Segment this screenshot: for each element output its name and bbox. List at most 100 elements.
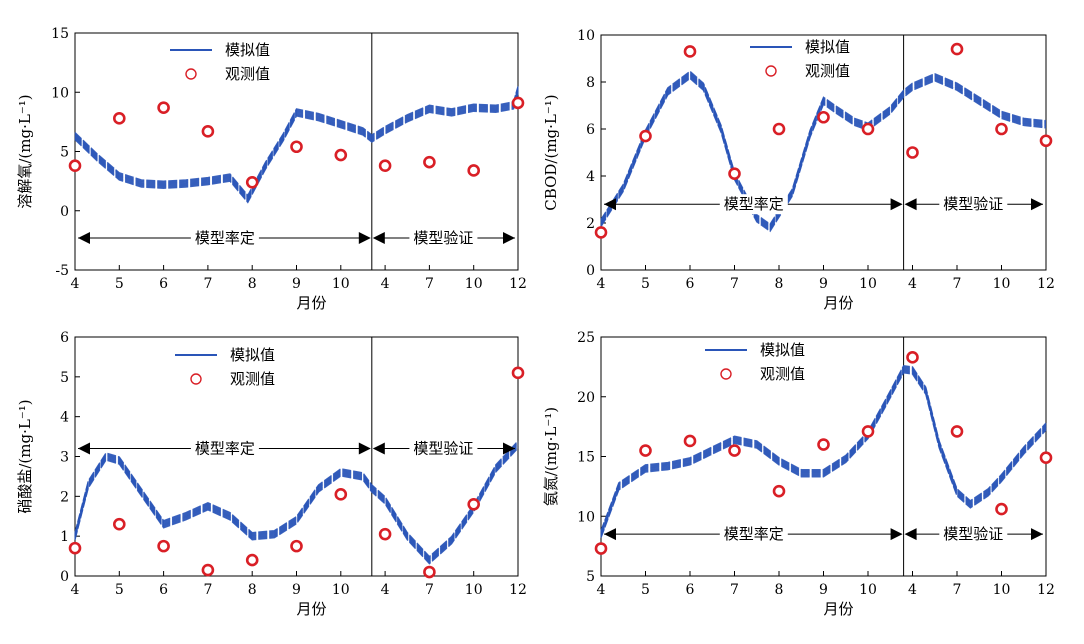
observed-point [245,553,259,567]
observed-point [334,488,348,501]
simulated-series-line [74,87,519,199]
y-tick-label: 6 [586,122,595,138]
simulated-series-line [74,91,519,202]
simulated-series-line [600,73,1047,228]
observed-point [378,527,392,541]
x-tick-label: 10 [993,276,1011,292]
chart-panel-do: -5 0 5 10 15 4 5 6 7 8 9 10 4 7 10 12 月份 溶解氧/(mg·L⁻¹) 模型率定… [16,26,527,312]
x-tick-label: 6 [159,276,168,292]
simulated-series-line [600,364,1047,531]
arrow-head-right [1031,528,1043,541]
y-tick-label: 2 [60,489,69,505]
arrow-head-right [890,198,903,211]
observed-point [950,425,964,438]
calibration-label: 模型率定 [724,525,784,543]
label-backdrop [939,194,1008,215]
x-tick-label: 4 [381,582,390,598]
observed-point [906,351,919,364]
observed-point [772,122,786,136]
y-tick-label: 0 [60,569,69,585]
observed-point [68,541,82,555]
x-tick-label: 10 [465,276,483,292]
label-backdrop [409,438,478,459]
y-tick-label: 8 [586,75,595,91]
simulated-series-line [600,371,1047,538]
x-tick-label: 4 [381,276,390,292]
x-tick-label: 5 [641,276,650,292]
legend-observed-label: 观测值 [760,365,805,383]
simulated-series-line [600,366,1047,533]
simulated-series-line [74,86,519,197]
observed-point [594,542,608,555]
x-tick-label: 5 [641,582,650,598]
x-tick-label: 10 [332,582,350,598]
arrow-head-left [372,442,385,455]
x-tick-label: 7 [953,582,962,598]
arrow-head-left [372,232,385,245]
calibration-label: 模型率定 [195,440,255,458]
legend-simulated-label: 模拟值 [225,41,270,59]
observed-point [639,444,652,457]
x-tick-label: 6 [686,582,695,598]
observed-point [817,110,830,124]
observed-point [728,444,741,457]
y-tick-label: 10 [577,509,595,525]
y-tick-label: 20 [577,390,595,406]
simulated-series-line [600,77,1047,233]
label-backdrop [409,228,478,249]
label-backdrop [719,524,788,545]
observed-point [201,125,215,138]
observed-point [728,167,741,180]
chart-panel-nitrate: 01234564 5 6 7 8 9 10 4 7 10 12月份硝酸盐/(mg·L⁻¹) 模型率定模… [16,330,527,618]
x-tick-label: 12 [1037,582,1055,598]
y-tick-label: 15 [577,450,595,466]
simulated-series-line [600,71,1047,226]
observed-point [817,438,830,451]
x-tick-label: 7 [203,582,212,598]
x-tick-label: 12 [509,276,527,292]
legend-observed-label: 观测值 [805,62,850,80]
arrow-head-left [78,442,90,455]
y-tick-label: 3 [60,450,69,466]
observed-point [511,366,525,380]
y-tick-label: -5 [55,263,69,279]
arrow-head-right [503,442,515,455]
label-backdrop [939,524,1008,545]
x-tick-label: 4 [597,276,606,292]
arrow-head-left [78,232,90,245]
x-tick-label: 12 [1037,276,1055,292]
arrow-head-right [503,232,515,245]
x-tick-label: 4 [908,582,917,598]
observed-point [683,434,697,448]
arrow-head-left [904,198,917,211]
calibration-label: 模型率定 [195,229,255,247]
x-tick-label: 7 [730,276,739,292]
x-tick-label: 10 [859,582,877,598]
y-axis-label: CBOD/(mg·L⁻¹) [542,94,560,210]
legend-observed-swatch [185,68,197,80]
arrow-head-right [358,442,371,455]
arrow-head-left [604,528,616,541]
observed-point [68,159,82,173]
observed-point [1039,451,1053,464]
legend-observed-label: 观测值 [225,65,270,83]
label-backdrop [190,228,259,249]
x-axis-label: 月份 [296,294,326,312]
legend-observed-swatch [765,65,777,77]
simulated-series-line [74,93,519,204]
observed-point [423,565,436,579]
x-tick-label: 9 [292,276,301,292]
x-tick-label: 8 [775,582,784,598]
simulated-series-line [600,368,1047,535]
observed-point [245,176,259,189]
label-backdrop [719,194,788,215]
observed-point [906,146,919,159]
simulated-series-line [600,365,1047,532]
x-tick-label: 6 [686,276,695,292]
simulated-series-line [74,89,519,201]
observed-point [378,159,392,173]
y-tick-label: 1 [60,529,69,545]
x-tick-label: 9 [292,582,301,598]
